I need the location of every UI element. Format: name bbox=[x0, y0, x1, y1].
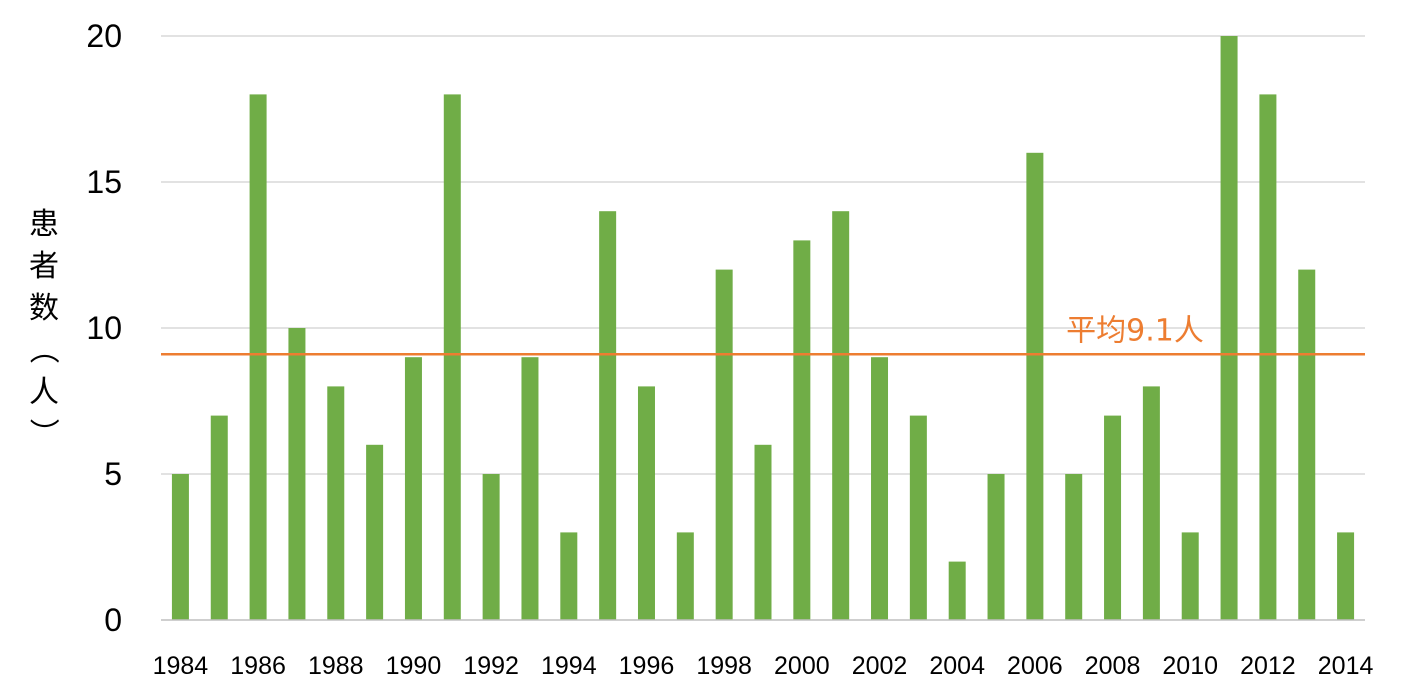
y-axis-label-char: 数 bbox=[29, 291, 59, 326]
bar-2002 bbox=[871, 357, 889, 620]
x-tick-label: 1990 bbox=[386, 652, 442, 680]
bar-1997 bbox=[676, 532, 694, 620]
x-tick-label: 1994 bbox=[541, 652, 597, 680]
bar-2006 bbox=[1026, 152, 1044, 621]
x-tick-label: 1996 bbox=[619, 652, 675, 680]
y-axis-label-char: （ bbox=[25, 334, 60, 364]
bar-1990 bbox=[404, 357, 422, 620]
bar-1994 bbox=[560, 532, 578, 620]
y-axis-label-char: ） bbox=[25, 418, 60, 448]
x-tick-label: 1984 bbox=[153, 652, 209, 680]
y-tick-label: 15 bbox=[86, 164, 122, 200]
bar-2011 bbox=[1220, 36, 1238, 620]
y-axis-label-char: 患 bbox=[29, 207, 59, 242]
y-tick-label: 10 bbox=[86, 310, 122, 346]
x-tick-label: 1986 bbox=[230, 652, 286, 680]
y-tick-label: 0 bbox=[104, 602, 122, 638]
bar-1995 bbox=[599, 211, 617, 620]
y-axis-ticks: 0 5 10 15 20 bbox=[86, 18, 122, 638]
bar-2004 bbox=[948, 561, 966, 620]
bar-2014 bbox=[1337, 532, 1355, 620]
x-tick-label: 2000 bbox=[774, 652, 830, 680]
x-tick-label: 1992 bbox=[463, 652, 519, 680]
bar-2003 bbox=[909, 415, 927, 620]
bar-1998 bbox=[715, 269, 733, 620]
y-tick-label: 5 bbox=[104, 456, 122, 492]
y-tick-label: 20 bbox=[86, 18, 122, 54]
bar-1987 bbox=[288, 328, 306, 620]
bar-2008 bbox=[1104, 415, 1122, 620]
bar-1984 bbox=[171, 474, 189, 620]
x-tick-label: 1998 bbox=[696, 652, 752, 680]
y-axis-label: 患者数 （ 人 ） bbox=[25, 207, 60, 448]
bar-2000 bbox=[793, 240, 811, 620]
bar-2013 bbox=[1298, 269, 1316, 620]
bar-1992 bbox=[482, 474, 500, 620]
bar-2010 bbox=[1181, 532, 1199, 620]
y-axis-label-char: 人 bbox=[29, 375, 59, 410]
bar-2007 bbox=[1065, 474, 1083, 620]
x-tick-label: 2004 bbox=[929, 652, 985, 680]
x-tick-label: 1988 bbox=[308, 652, 364, 680]
bar-1993 bbox=[521, 357, 539, 620]
bars bbox=[171, 36, 1355, 621]
x-axis-ticks: 1984 1986 1988 1990 1992 1994 1996 1998 2000 2002… bbox=[153, 652, 1374, 680]
bar-1988 bbox=[327, 386, 345, 620]
bar-1996 bbox=[637, 386, 655, 620]
x-tick-label: 2012 bbox=[1240, 652, 1296, 680]
bar-1986 bbox=[249, 94, 267, 620]
bar-1999 bbox=[754, 444, 772, 620]
x-tick-label: 2008 bbox=[1085, 652, 1141, 680]
bar-2012 bbox=[1259, 94, 1277, 620]
bar-1989 bbox=[366, 444, 384, 620]
average-label: 平均9.1人 bbox=[1066, 313, 1204, 348]
bar-1991 bbox=[443, 94, 461, 620]
y-axis-label-char: 者 bbox=[29, 249, 59, 284]
x-tick-label: 2002 bbox=[852, 652, 908, 680]
bar-2001 bbox=[832, 211, 850, 620]
x-tick-label: 2006 bbox=[1007, 652, 1063, 680]
bar-1985 bbox=[210, 415, 228, 620]
x-tick-label: 2014 bbox=[1318, 652, 1374, 680]
bar-2009 bbox=[1142, 386, 1160, 620]
x-tick-label: 2010 bbox=[1162, 652, 1218, 680]
bar-2005 bbox=[987, 474, 1005, 620]
